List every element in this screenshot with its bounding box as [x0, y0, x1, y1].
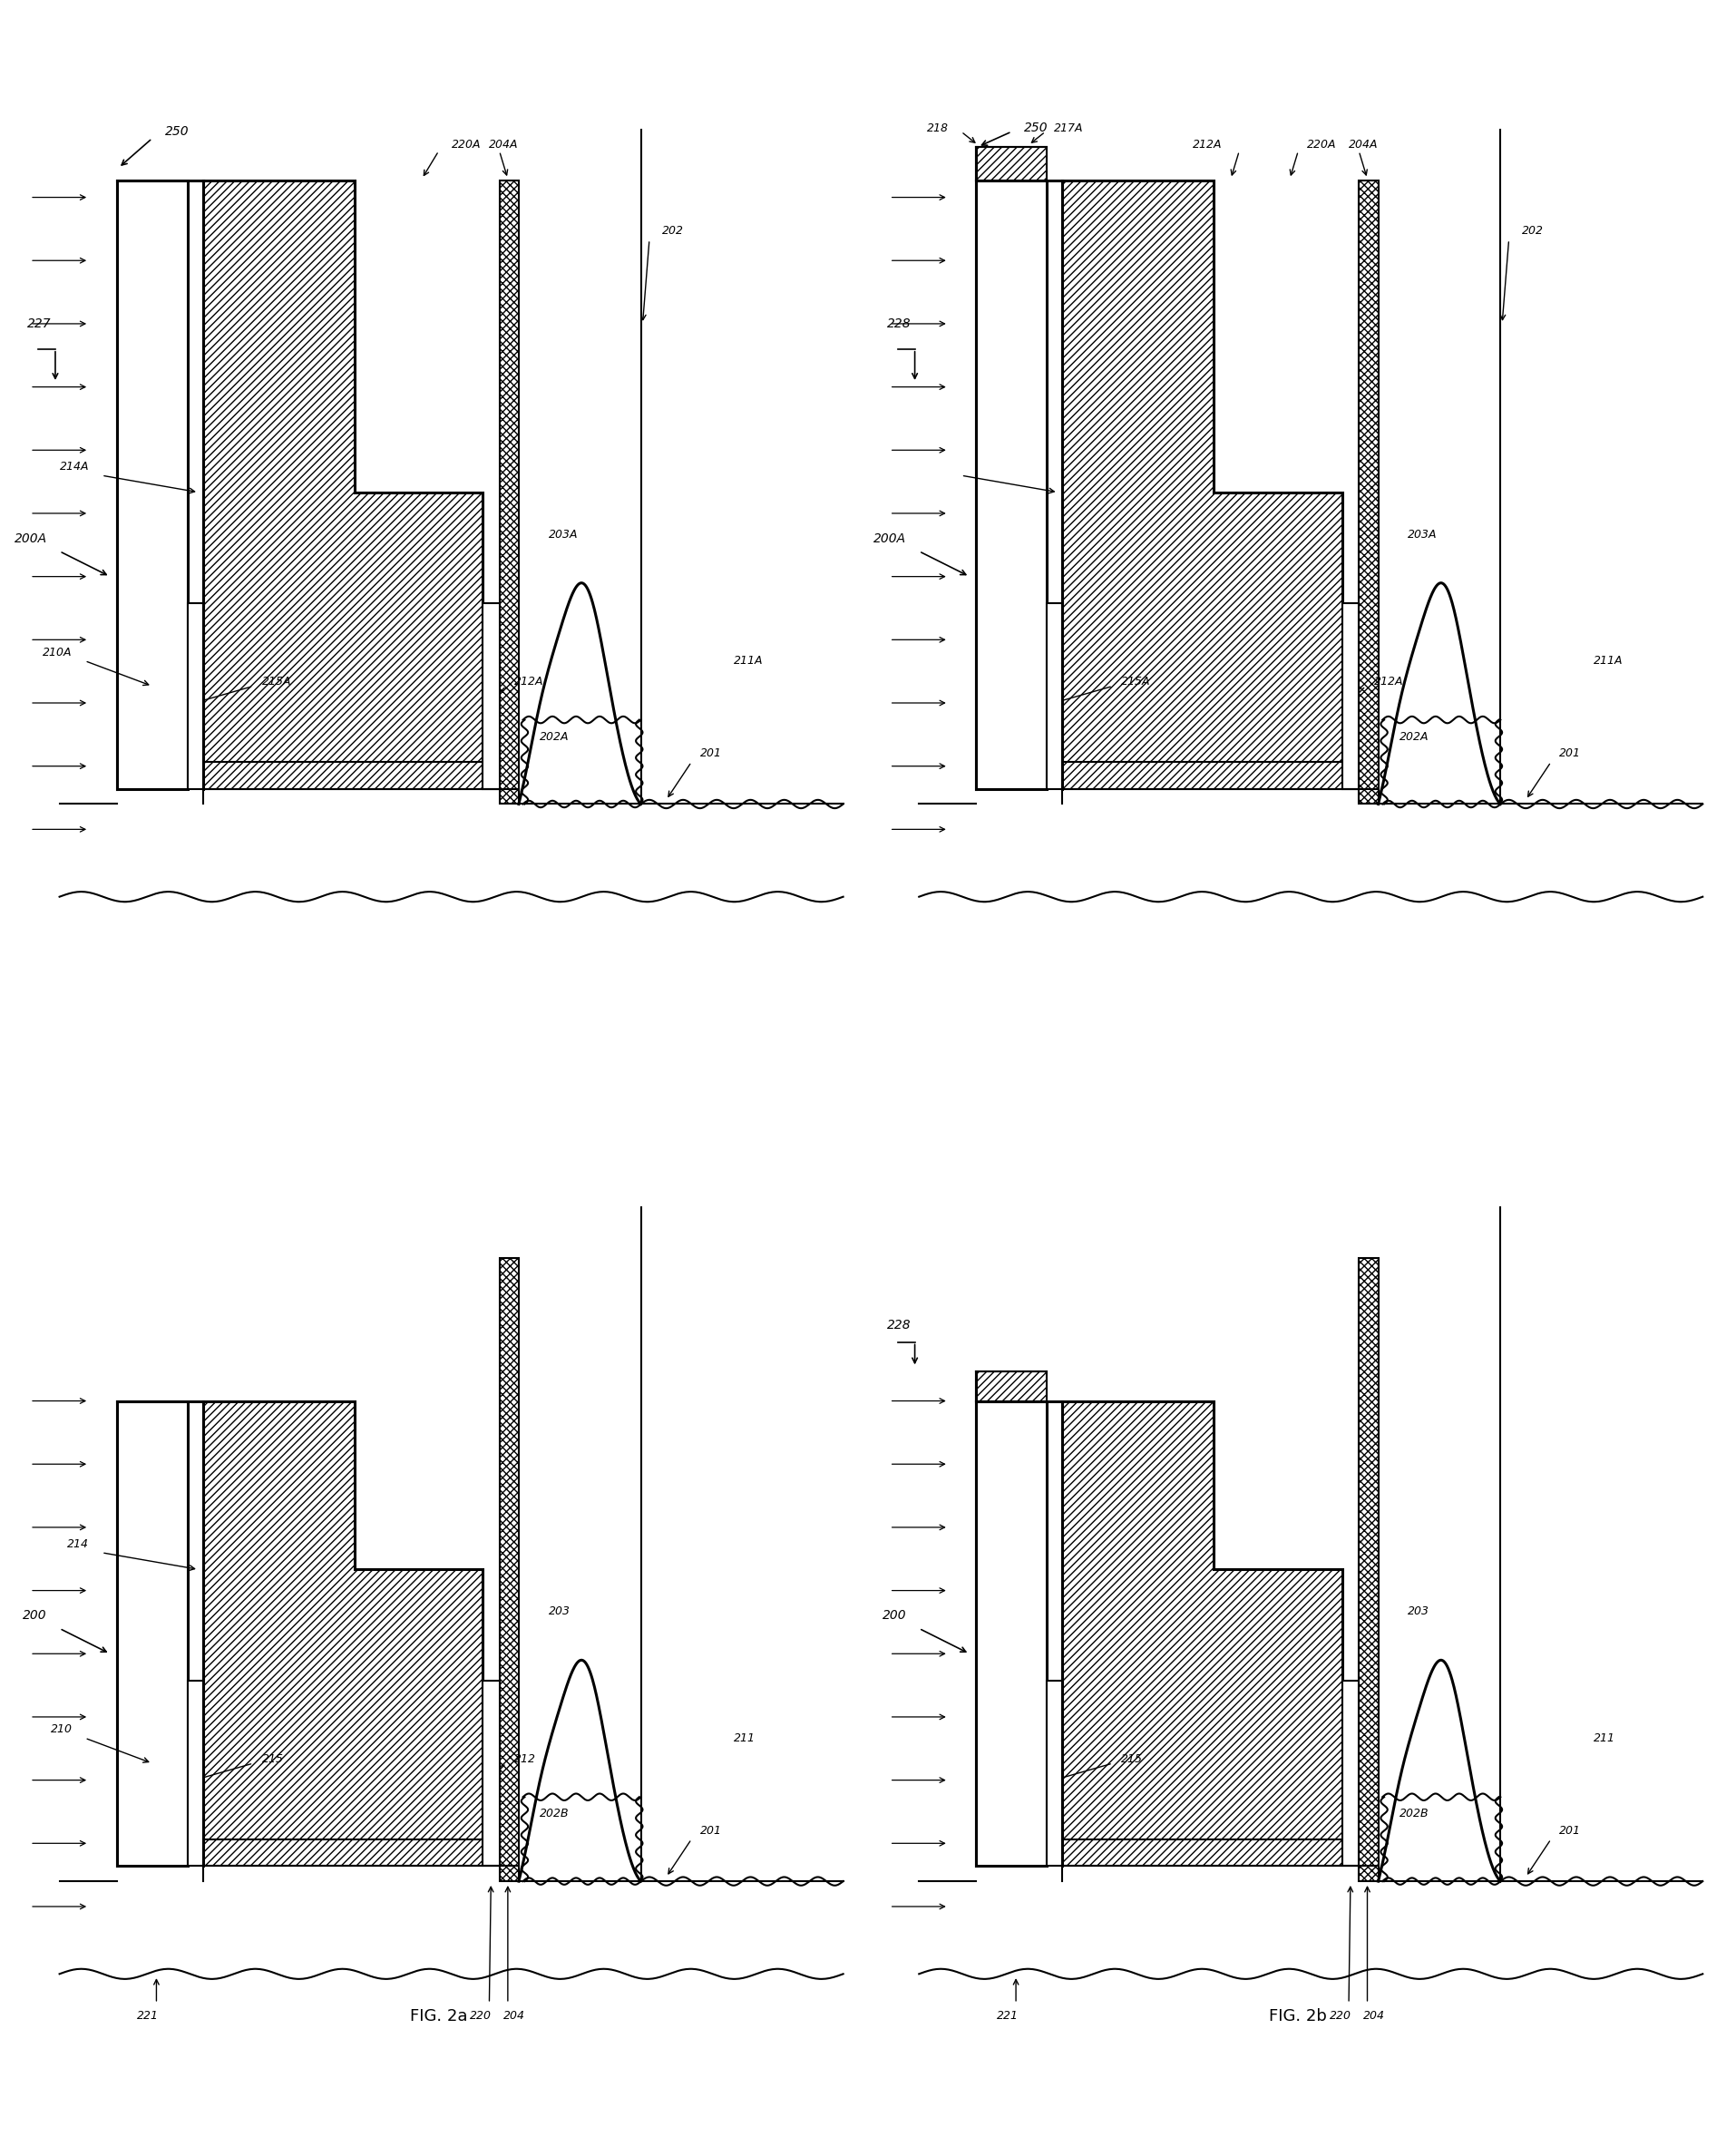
Bar	[203, 762, 500, 790]
Bar	[1047, 603, 1062, 790]
Text: 204A: 204A	[1349, 139, 1378, 150]
Text: 202B: 202B	[540, 1807, 569, 1820]
Bar	[116, 180, 187, 790]
Text: 202A: 202A	[540, 732, 569, 743]
Bar	[483, 603, 500, 790]
Bar	[1342, 1680, 1358, 1867]
Text: 221: 221	[137, 2011, 158, 2022]
Polygon shape	[203, 1401, 483, 1839]
Text: 212A: 212A	[1193, 139, 1222, 150]
Text: 215: 215	[262, 1753, 283, 1764]
Text: 203A: 203A	[1406, 528, 1436, 541]
Text: 217A: 217A	[1054, 122, 1083, 135]
Bar	[976, 180, 1047, 790]
Text: 228: 228	[887, 318, 911, 330]
Text: 201: 201	[700, 1824, 722, 1837]
Text: 220A: 220A	[1305, 139, 1335, 150]
Text: 200A: 200A	[873, 532, 906, 545]
Bar	[116, 1401, 187, 1867]
Bar	[1358, 1258, 1378, 1882]
Bar	[976, 1371, 1047, 1401]
Text: 210: 210	[50, 1723, 73, 1736]
Text: 215A: 215A	[262, 676, 292, 687]
Bar	[500, 1258, 519, 1882]
Bar	[203, 1839, 500, 1867]
Polygon shape	[203, 180, 483, 762]
Text: 211A: 211A	[733, 655, 762, 667]
Text: 227: 227	[28, 318, 52, 330]
Bar	[187, 603, 203, 790]
Bar	[1342, 603, 1358, 790]
Bar	[976, 146, 1047, 180]
Text: 211: 211	[1592, 1732, 1614, 1745]
Text: 200A: 200A	[14, 532, 47, 545]
Bar	[1047, 1680, 1062, 1867]
Text: 203: 203	[1406, 1605, 1429, 1618]
Text: 202B: 202B	[1399, 1807, 1429, 1820]
Polygon shape	[1062, 1401, 1342, 1839]
Text: 215A: 215A	[1121, 676, 1151, 687]
Bar	[1062, 1839, 1358, 1867]
Text: 215: 215	[1121, 1753, 1142, 1764]
Text: FIG. 2b: FIG. 2b	[1269, 2009, 1326, 2024]
Text: 200: 200	[23, 1610, 47, 1622]
Text: 204: 204	[503, 2011, 526, 2022]
Text: 211A: 211A	[1592, 655, 1621, 667]
Text: 214: 214	[68, 1539, 89, 1549]
Text: 211: 211	[733, 1732, 755, 1745]
Text: 201: 201	[1559, 1824, 1580, 1837]
Bar	[1062, 762, 1358, 790]
Polygon shape	[1062, 180, 1342, 762]
Text: 203A: 203A	[549, 528, 578, 541]
Text: 203: 203	[549, 1605, 569, 1618]
Text: 212A: 212A	[514, 676, 543, 687]
Text: 202: 202	[1521, 225, 1543, 236]
Text: 202: 202	[661, 225, 684, 236]
Text: 250: 250	[165, 124, 189, 137]
Text: 220A: 220A	[451, 139, 481, 150]
Text: 202A: 202A	[1399, 732, 1429, 743]
Text: 220: 220	[470, 2011, 491, 2022]
Bar	[976, 1401, 1047, 1867]
Text: 201: 201	[1559, 747, 1580, 760]
Text: 221: 221	[996, 2011, 1017, 2022]
Text: 200: 200	[882, 1610, 906, 1622]
Bar	[483, 1680, 500, 1867]
Text: 204: 204	[1363, 2011, 1384, 2022]
Bar	[1358, 180, 1378, 805]
Text: FIG. 2a: FIG. 2a	[410, 2009, 467, 2024]
Text: 204A: 204A	[490, 139, 519, 150]
Text: 220: 220	[1328, 2011, 1351, 2022]
Text: 212A: 212A	[1373, 676, 1403, 687]
Text: 250: 250	[1024, 122, 1049, 135]
Text: 228: 228	[887, 1320, 911, 1331]
Text: 214A: 214A	[59, 461, 89, 472]
Text: 218: 218	[927, 122, 948, 135]
Bar	[500, 180, 519, 805]
Text: 212: 212	[514, 1753, 536, 1764]
Text: 201: 201	[700, 747, 722, 760]
Text: 210A: 210A	[43, 646, 73, 659]
Bar	[187, 1680, 203, 1867]
